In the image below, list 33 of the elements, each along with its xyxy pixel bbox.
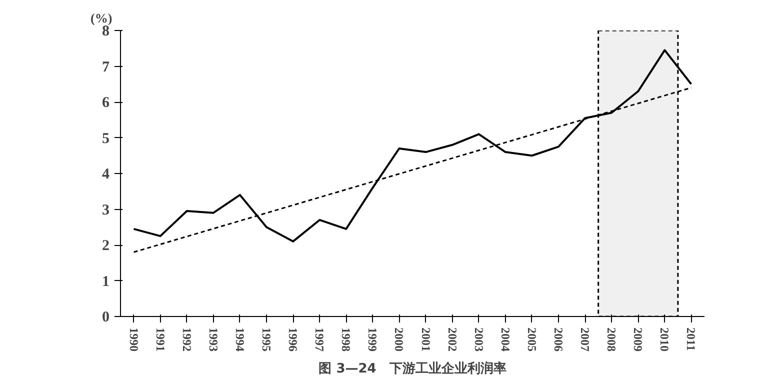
x-tick-label: 1995 xyxy=(260,328,274,352)
y-axis-title: (%) xyxy=(90,10,112,26)
x-tick-label: 2009 xyxy=(631,328,646,352)
x-tick-label: 2002 xyxy=(445,328,460,352)
y-tick-label: 2 xyxy=(102,238,110,254)
y-tick-label: 4 xyxy=(102,166,110,182)
y-tick-label: 6 xyxy=(102,95,110,111)
x-tick-label: 2011 xyxy=(684,328,698,351)
x-tick-label: 2000 xyxy=(392,328,406,352)
x-tick-label: 1992 xyxy=(180,328,194,352)
y-tick-label: 0 xyxy=(102,310,110,326)
x-tick-label: 2004 xyxy=(498,328,512,352)
x-tick-label: 1998 xyxy=(339,328,354,352)
x-tick-label: 2007 xyxy=(578,328,592,352)
y-tick-label: 1 xyxy=(102,274,110,290)
x-tick-label: 2005 xyxy=(524,328,539,352)
x-tick-label: 2003 xyxy=(472,328,486,352)
y-tick-label: 8 xyxy=(102,24,110,40)
x-tick-label: 2001 xyxy=(418,328,433,352)
x-tick-label: 2008 xyxy=(604,328,619,352)
x-tick-label: 2006 xyxy=(552,328,566,352)
x-tick-label: 1991 xyxy=(153,328,168,352)
x-tick-label: 1990 xyxy=(126,328,141,352)
y-tick-label: 7 xyxy=(102,59,110,76)
y-tick-label: 3 xyxy=(102,202,110,218)
x-tick-label: 1994 xyxy=(232,328,247,352)
text: 图 3—24 下游工业企业利润率 xyxy=(318,360,506,376)
x-tick-label: 1999 xyxy=(366,328,380,352)
x-tick-label: 2010 xyxy=(658,328,672,352)
x-tick-label: 1993 xyxy=(206,328,220,352)
y-tick-label: 5 xyxy=(102,130,110,147)
x-tick-label: 1997 xyxy=(312,328,327,352)
x-tick-label: 1996 xyxy=(286,328,300,352)
